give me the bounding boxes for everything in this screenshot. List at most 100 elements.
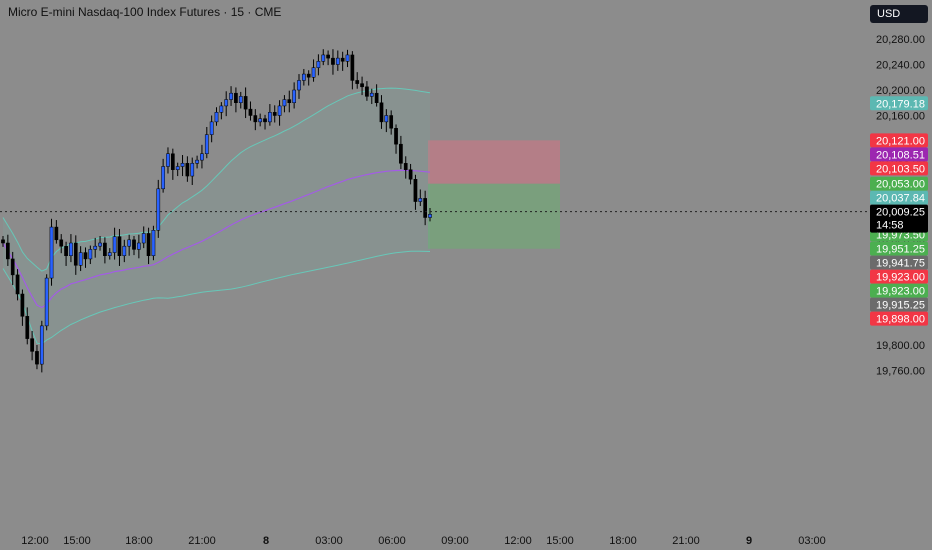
candle-down [30,338,34,352]
candle-up [141,233,146,244]
price-badge-label: 19,898.00 [876,314,925,326]
candle-down [59,239,64,247]
candle-up [180,163,185,167]
candle-up [127,239,132,247]
candle-up [214,112,219,123]
candle-down [263,118,267,123]
candle-down [234,92,238,103]
candle-down [331,57,335,65]
x-axis[interactable]: 12:00 15:00 18:00 21:00 8 03:00 06:00 09:00 12:0… [21,535,826,547]
candle-down [287,99,292,103]
price-badge-label: 19,915.25 [876,300,925,312]
candle-up [78,252,83,266]
y-tick-label: 20,240.00 [876,60,925,72]
candle-down [20,293,25,317]
candle-up [292,89,296,103]
price-badge [870,161,928,176]
candle-up [93,245,98,250]
candle-up [69,242,73,256]
candle-up [200,153,204,161]
candle-up [107,252,112,256]
candle-up [297,80,301,91]
price-badge-label: 20,103.50 [876,163,925,175]
currency-button[interactable]: USD [870,5,928,23]
candle-down [132,239,136,250]
price-badge-label: 20,108.51 [876,149,925,161]
vwap-band-fill [3,88,430,344]
candle-down [103,242,107,256]
candle-up [345,54,350,62]
candle-down [272,112,277,116]
x-tick-label: 9 [746,535,752,547]
x-tick-label: 21:00 [188,535,216,547]
candle-up [316,61,321,68]
price-badge-label: 19,951.25 [876,244,925,256]
y-tick-label: 20,280.00 [876,34,925,46]
candle-up [112,236,117,253]
candle-up [195,159,199,164]
x-tick-label: 03:00 [315,535,343,547]
x-tick-label: 15:00 [63,535,91,547]
x-tick-label: 18:00 [609,535,637,547]
price-badge [870,311,928,326]
vwap-line [2,169,431,309]
x-tick-label: 06:00 [378,535,406,547]
price-badge [870,255,928,270]
candle-up [418,198,423,202]
candle-down [243,96,248,110]
candle-down [355,80,360,84]
candle-up [258,118,263,123]
candle-down [360,83,364,88]
x-tick-label: 15:00 [546,535,574,547]
take-profit-zone [428,183,560,249]
candle-down [54,226,59,241]
candle-down [350,54,355,81]
x-tick-label: 03:00 [798,535,826,547]
candle-up [44,277,49,327]
candle-down [423,198,427,218]
current-price-badge [870,204,928,233]
candle-up [49,226,54,279]
candle-down [64,245,68,256]
x-tick-label: 18:00 [125,535,153,547]
price-badges: 20,179.18 20,121.00 20,108.51 20,103.50 20,0… [870,96,928,326]
vwap-lower-band [2,250,431,345]
position-zones[interactable] [428,140,560,249]
candle-up [98,242,102,247]
candle-up [175,166,180,170]
stop-loss-zone [428,140,560,184]
y-tick-label: 19,760.00 [876,366,925,378]
candle-down [365,86,369,97]
price-badge-label: 20,037.84 [876,193,925,205]
candle-down [306,73,311,78]
current-price-label: 20,009.25 [876,207,925,219]
candle-up [335,57,340,65]
candle-down [403,163,408,170]
price-badge-label: 19,923.00 [876,272,925,284]
candle-up [277,105,282,116]
candles [1,49,432,373]
price-badge [870,297,928,312]
candle-down [413,179,418,202]
candle-up [301,73,306,81]
chart-title: Micro E-mini Nasdaq-100 Index Futures · … [8,5,282,19]
candle-up [282,99,287,107]
candle-down [389,115,394,129]
candle-up [311,67,316,78]
candle-down [379,102,384,123]
candle-down [83,252,88,260]
candle-up [224,99,229,107]
candle-up [190,163,195,177]
candle-up [384,115,389,123]
candle-up [219,105,224,113]
candle-up [229,92,233,100]
x-tick-label: 09:00 [441,535,469,547]
candle-down [374,92,379,103]
countdown-label: 14:58 [876,220,904,232]
x-tick-label: 8 [263,535,269,547]
candle-up [166,153,170,167]
candle-down [253,115,258,123]
price-badge-label: 19,923.00 [876,286,925,298]
candle-up [39,325,44,365]
